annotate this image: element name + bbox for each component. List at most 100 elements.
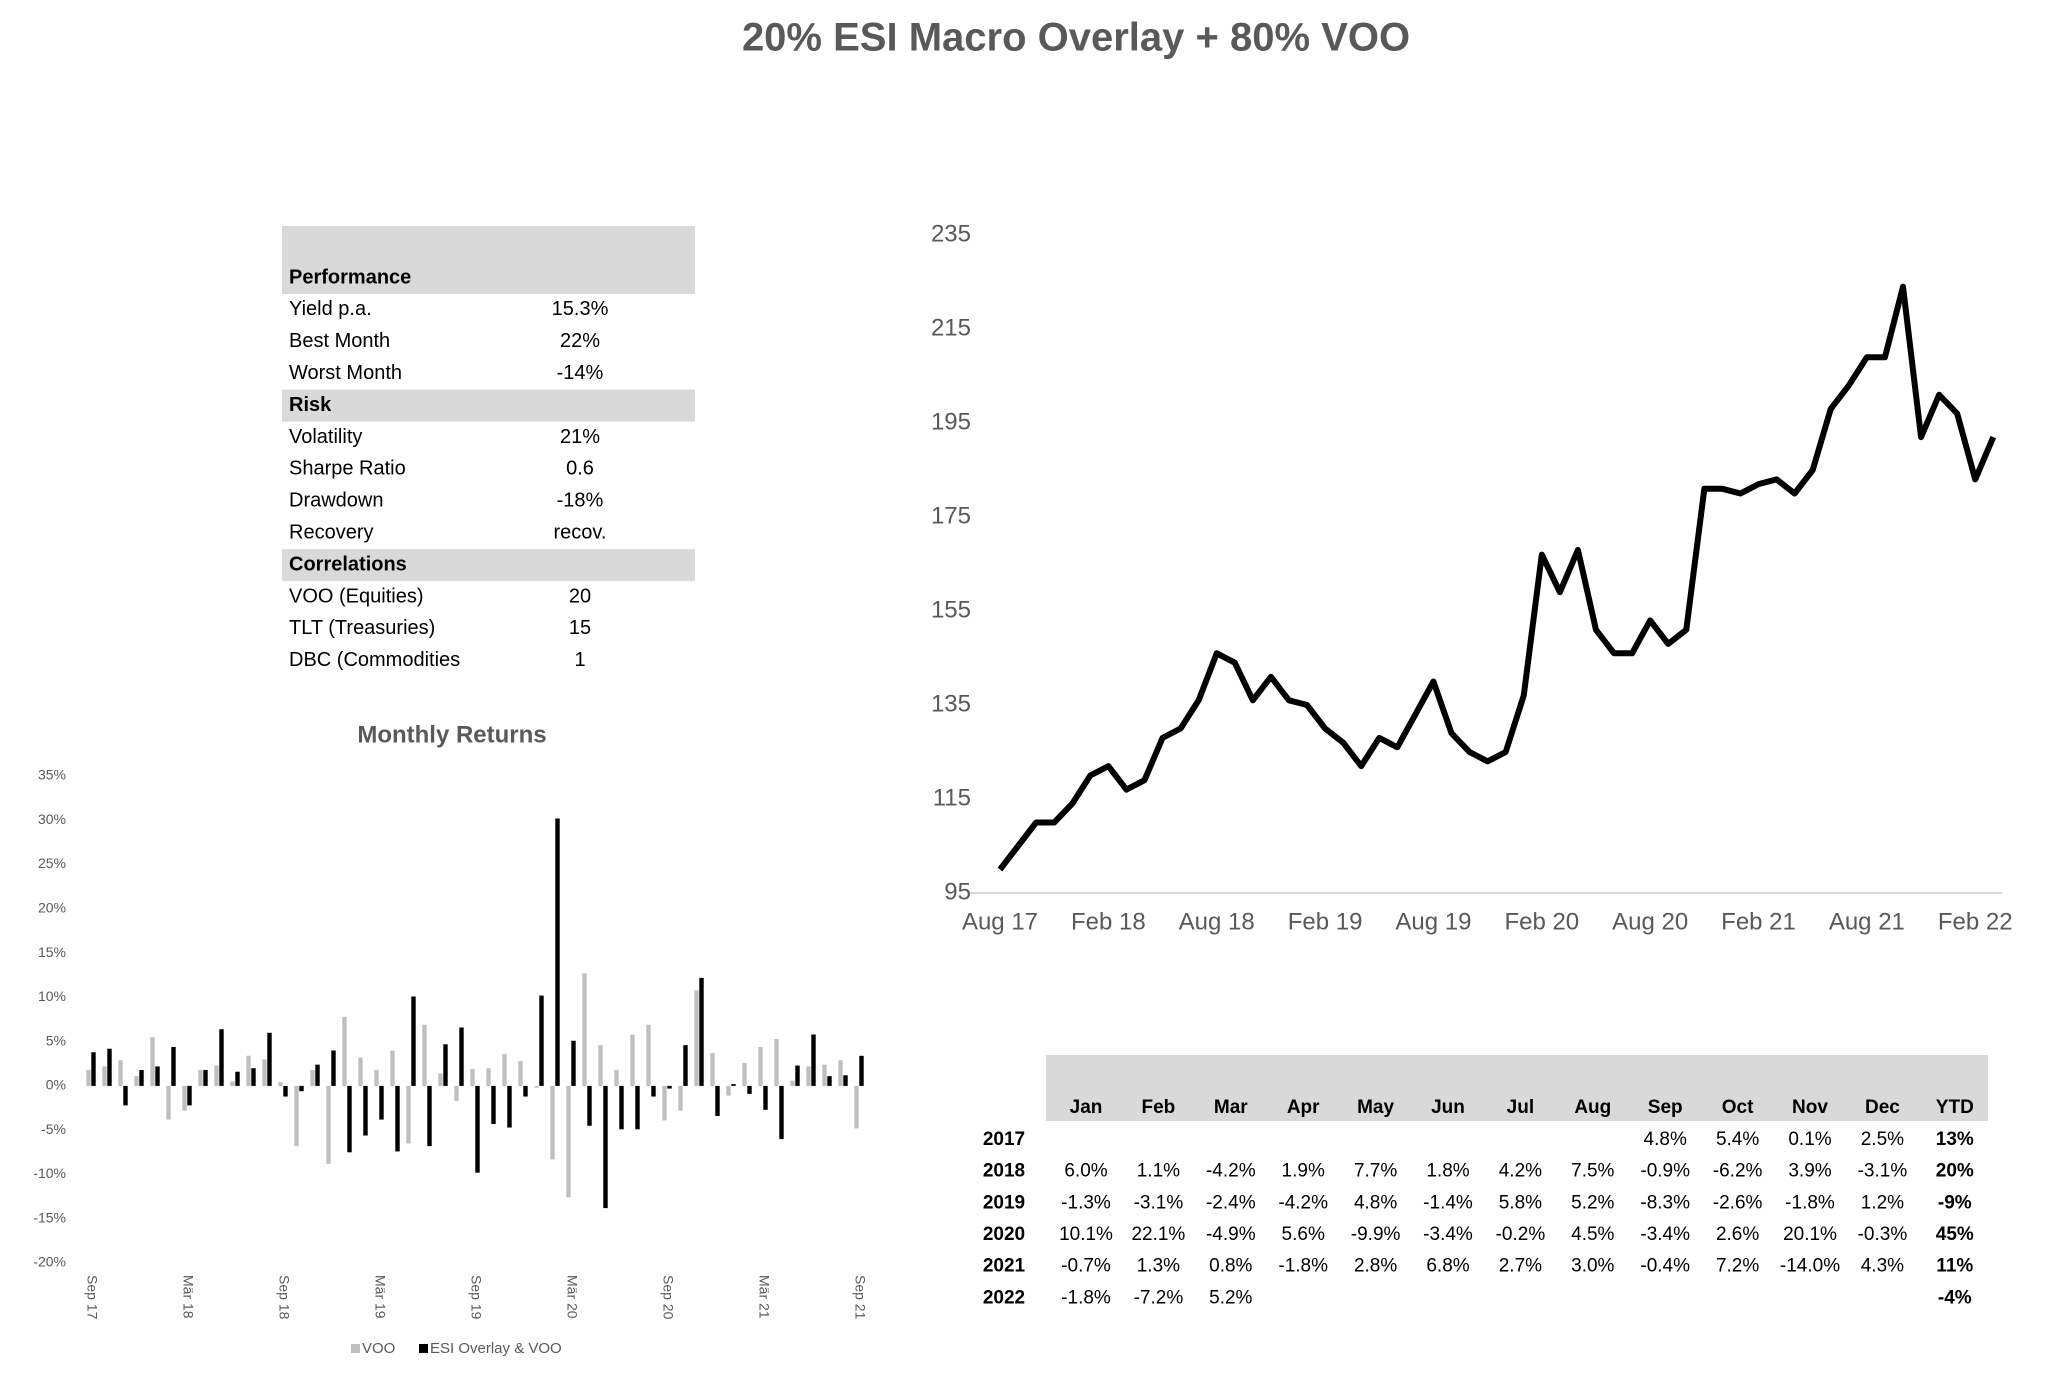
bar <box>358 1057 363 1086</box>
bar <box>763 1085 768 1110</box>
bar <box>331 1050 336 1086</box>
return-cell: 7.7% <box>1354 1161 1397 1182</box>
return-cell: 5.4% <box>1716 1129 1759 1150</box>
return-cell: 2.8% <box>1354 1256 1397 1277</box>
return-cell: 22.1% <box>1131 1224 1185 1245</box>
bar <box>294 1085 299 1147</box>
y-tick-label: 25% <box>38 855 66 871</box>
bar <box>662 1085 667 1121</box>
section-band <box>282 549 695 582</box>
bar <box>678 1085 683 1111</box>
return-cell: 3.0% <box>1571 1256 1614 1277</box>
return-cell: -3.1% <box>1858 1161 1908 1182</box>
y-tick-label: 155 <box>931 596 971 623</box>
bar <box>790 1080 795 1086</box>
row-year: 2022 <box>983 1287 1025 1308</box>
return-cell: 45% <box>1936 1224 1974 1245</box>
section-band <box>282 389 695 422</box>
legend-label: ESI Overlay & VOO <box>430 1340 562 1357</box>
return-cell: 4.3% <box>1861 1256 1904 1277</box>
column-header: Sep <box>1648 1097 1683 1118</box>
bar <box>246 1055 251 1086</box>
bar <box>758 1046 763 1086</box>
bar <box>838 1060 843 1086</box>
column-header: Nov <box>1792 1097 1828 1118</box>
bar <box>806 1066 811 1086</box>
section-title: Correlations <box>289 553 407 575</box>
x-tick-label: Sep 21 <box>852 1275 868 1320</box>
x-tick-label: Mär 20 <box>564 1275 580 1319</box>
bar <box>86 1069 91 1086</box>
return-cell: -1.3% <box>1061 1192 1111 1213</box>
bar <box>235 1071 240 1086</box>
y-tick-label: 235 <box>931 220 971 247</box>
y-tick-label: -15% <box>33 1209 66 1225</box>
legend-swatch <box>351 1344 360 1353</box>
bar <box>470 1069 475 1086</box>
return-cell: 1.3% <box>1137 1256 1180 1277</box>
row-value: -14% <box>557 362 604 384</box>
row-year: 2020 <box>983 1224 1025 1245</box>
x-tick-label: Sep 18 <box>276 1275 292 1320</box>
bar <box>683 1045 688 1086</box>
bar <box>582 973 587 1086</box>
return-cell: -4.9% <box>1206 1224 1256 1245</box>
row-label: DBC (Commodities <box>289 649 460 671</box>
x-tick-label: Feb 20 <box>1504 908 1579 935</box>
return-cell: -9.9% <box>1351 1224 1401 1245</box>
return-cell: -0.9% <box>1640 1161 1690 1182</box>
bar <box>315 1064 320 1086</box>
return-cell: 1.1% <box>1137 1161 1180 1182</box>
row-year: 2019 <box>983 1192 1025 1213</box>
bar <box>646 1024 651 1086</box>
return-cell: 3.9% <box>1788 1161 1831 1182</box>
bar <box>139 1069 144 1086</box>
bar <box>107 1048 112 1086</box>
bar <box>811 1034 816 1086</box>
return-cell: 5.6% <box>1282 1224 1325 1245</box>
x-tick-label: Feb 21 <box>1721 908 1796 935</box>
y-tick-label: 215 <box>931 314 971 341</box>
bar <box>475 1085 480 1173</box>
bar <box>427 1085 432 1147</box>
return-cell: -0.3% <box>1858 1224 1908 1245</box>
return-cell: 0.1% <box>1788 1129 1831 1150</box>
bar <box>406 1085 411 1144</box>
bar <box>395 1085 400 1152</box>
x-tick-label: Aug 18 <box>1179 908 1255 935</box>
x-tick-label: Aug 19 <box>1395 908 1471 935</box>
return-cell: -4.2% <box>1206 1161 1256 1182</box>
return-cell: 13% <box>1936 1129 1974 1150</box>
bar <box>102 1066 107 1086</box>
column-header: Apr <box>1287 1097 1320 1118</box>
x-tick-label: Feb 19 <box>1288 908 1363 935</box>
bar <box>379 1085 384 1120</box>
bar <box>587 1085 592 1126</box>
bar <box>278 1082 283 1086</box>
bar <box>310 1069 315 1086</box>
return-cell: -6.2% <box>1713 1161 1763 1182</box>
bar <box>118 1060 123 1086</box>
column-header: YTD <box>1936 1097 1974 1118</box>
y-tick-label: 5% <box>46 1032 66 1048</box>
return-cell: 5.2% <box>1571 1192 1614 1213</box>
column-header: Jun <box>1431 1097 1465 1118</box>
bar <box>438 1073 443 1086</box>
bar <box>171 1046 176 1086</box>
bar <box>539 995 544 1086</box>
bar <box>667 1085 672 1089</box>
section-band <box>282 226 695 294</box>
return-cell: -0.2% <box>1496 1224 1546 1245</box>
bar <box>347 1085 352 1153</box>
bar <box>491 1085 496 1124</box>
bar <box>219 1029 224 1086</box>
x-tick-label: Mär 18 <box>180 1275 196 1319</box>
row-value: 15 <box>569 617 591 639</box>
return-cell: 5.8% <box>1499 1192 1542 1213</box>
bar <box>779 1085 784 1140</box>
bar <box>214 1065 219 1086</box>
legend-label: VOO <box>362 1340 395 1357</box>
bar <box>459 1027 464 1086</box>
